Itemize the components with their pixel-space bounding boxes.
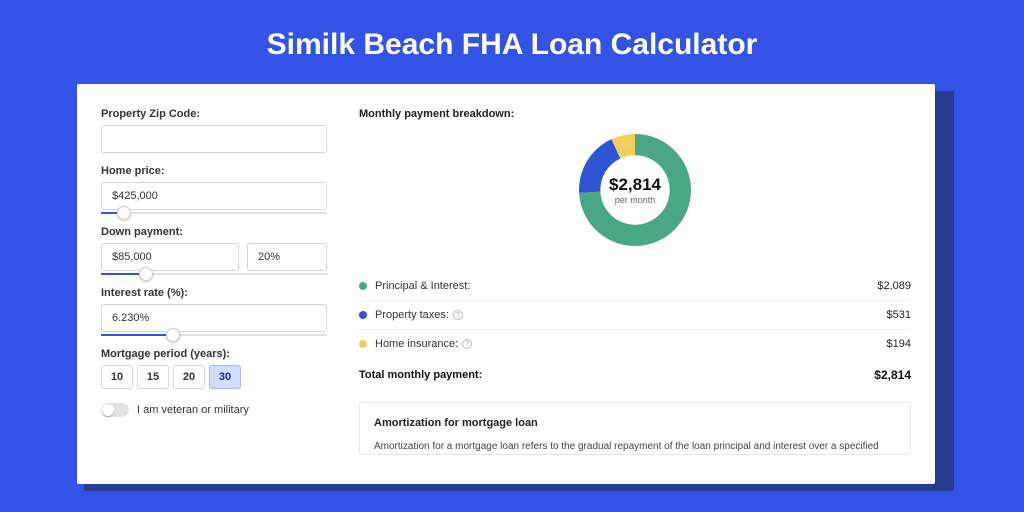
breakdown-label: Home insurance:?	[375, 338, 887, 350]
legend-dot	[359, 282, 367, 290]
down-payment-slider[interactable]	[101, 273, 327, 275]
home-price-slider-thumb[interactable]	[117, 206, 131, 220]
period-button-group: 10152030	[101, 365, 327, 389]
down-payment-pct-input[interactable]	[247, 243, 327, 271]
breakdown-value: $531	[887, 309, 911, 321]
veteran-toggle-knob	[102, 404, 114, 416]
home-price-field: Home price:	[101, 165, 327, 214]
total-label: Total monthly payment:	[359, 369, 874, 381]
breakdown-value: $2,089	[877, 280, 911, 292]
inputs-column: Property Zip Code: Home price: Down paym…	[101, 108, 351, 484]
breakdown-title: Monthly payment breakdown:	[359, 108, 911, 120]
home-price-label: Home price:	[101, 165, 327, 177]
home-price-slider[interactable]	[101, 212, 327, 214]
breakdown-column: Monthly payment breakdown: $2,814 per mo…	[351, 108, 911, 484]
legend-dot	[359, 340, 367, 348]
zip-field: Property Zip Code:	[101, 108, 327, 153]
breakdown-label: Principal & Interest:	[375, 280, 877, 292]
period-btn-30[interactable]: 30	[209, 365, 241, 389]
page-title: Similk Beach FHA Loan Calculator	[0, 0, 1024, 84]
donut-chart: $2,814 per month	[575, 130, 695, 250]
down-payment-field: Down payment:	[101, 226, 327, 275]
home-price-input[interactable]	[101, 182, 327, 210]
breakdown-list: Principal & Interest:$2,089Property taxe…	[359, 272, 911, 358]
period-label: Mortgage period (years):	[101, 348, 327, 360]
period-btn-10[interactable]: 10	[101, 365, 133, 389]
down-payment-input[interactable]	[101, 243, 239, 271]
breakdown-value: $194	[887, 338, 911, 350]
donut-center-value: $2,814	[609, 175, 661, 195]
rate-label: Interest rate (%):	[101, 287, 327, 299]
rate-slider-fill	[101, 334, 173, 336]
zip-label: Property Zip Code:	[101, 108, 327, 120]
zip-input[interactable]	[101, 125, 327, 153]
amortization-title: Amortization for mortgage loan	[374, 417, 896, 429]
donut-center-sub: per month	[609, 195, 661, 205]
breakdown-line: Principal & Interest:$2,089	[359, 272, 911, 301]
veteran-label: I am veteran or military	[137, 404, 249, 416]
donut-center: $2,814 per month	[609, 175, 661, 205]
calculator-card: Property Zip Code: Home price: Down paym…	[77, 84, 935, 484]
amortization-box: Amortization for mortgage loan Amortizat…	[359, 402, 911, 455]
rate-input[interactable]	[101, 304, 327, 332]
breakdown-line: Home insurance:?$194	[359, 330, 911, 358]
period-btn-15[interactable]: 15	[137, 365, 169, 389]
total-value: $2,814	[874, 368, 911, 382]
period-field: Mortgage period (years): 10152030	[101, 348, 327, 389]
down-payment-label: Down payment:	[101, 226, 327, 238]
breakdown-line: Property taxes:?$531	[359, 301, 911, 330]
amortization-text: Amortization for a mortgage loan refers …	[374, 439, 896, 454]
breakdown-label: Property taxes:?	[375, 309, 887, 321]
rate-slider[interactable]	[101, 334, 327, 336]
total-line: Total monthly payment: $2,814	[359, 358, 911, 396]
info-icon[interactable]: ?	[462, 339, 472, 349]
rate-field: Interest rate (%):	[101, 287, 327, 336]
veteran-toggle[interactable]	[101, 403, 129, 417]
calculator-card-wrap: Property Zip Code: Home price: Down paym…	[77, 84, 947, 484]
period-btn-20[interactable]: 20	[173, 365, 205, 389]
info-icon[interactable]: ?	[453, 310, 463, 320]
legend-dot	[359, 311, 367, 319]
rate-slider-thumb[interactable]	[166, 328, 180, 342]
veteran-toggle-row: I am veteran or military	[101, 403, 327, 417]
down-payment-slider-thumb[interactable]	[139, 267, 153, 281]
